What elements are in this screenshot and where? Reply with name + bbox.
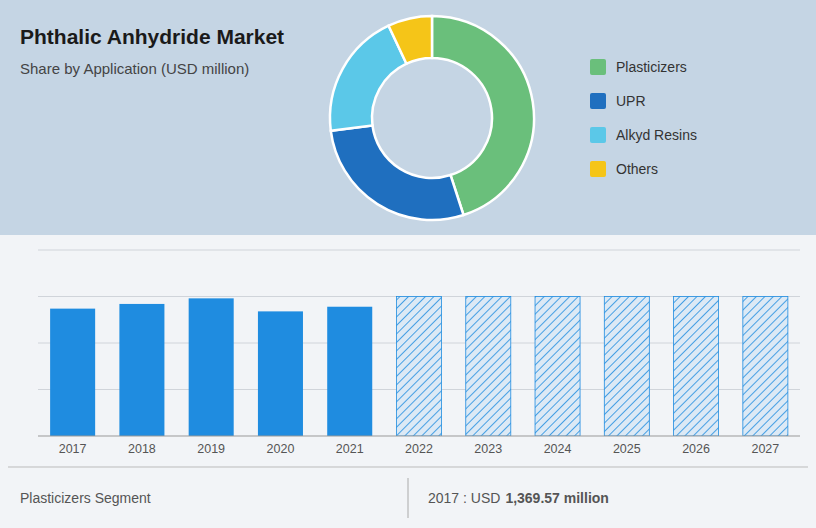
chart-title: Phthalic Anhydride Market <box>20 25 284 48</box>
x-tick-label: 2026 <box>682 442 710 456</box>
footer-value: 1,369.57 million <box>505 490 609 506</box>
x-tick-label: 2018 <box>128 442 156 456</box>
legend-swatch <box>590 161 606 177</box>
x-tick-label: 2022 <box>405 442 433 456</box>
bar <box>604 297 649 437</box>
x-tick-label: 2017 <box>59 442 87 456</box>
donut <box>330 16 534 220</box>
grid-line <box>38 250 800 251</box>
legend-label: Plasticizers <box>616 59 687 75</box>
bar <box>189 298 234 436</box>
bar <box>674 297 719 437</box>
legend-swatch <box>590 59 606 75</box>
legend: Plasticizers UPR Alkyd Resins Others <box>590 59 697 177</box>
x-tick-label: 2027 <box>751 442 779 456</box>
chart-subtitle: Share by Application (USD million) <box>20 60 249 77</box>
legend-label: UPR <box>616 93 646 109</box>
header-background <box>0 0 816 235</box>
footer-year-label: 2017 : USD <box>428 490 500 506</box>
footer-rule <box>8 467 808 468</box>
bar-hatch <box>674 297 719 437</box>
footer-segment: Plasticizers Segment <box>20 490 151 506</box>
bar <box>327 307 372 436</box>
donut-slice <box>331 126 464 220</box>
bar <box>119 304 164 436</box>
bar <box>743 297 788 437</box>
bar <box>535 297 580 437</box>
donut-slice <box>389 16 432 64</box>
chart-canvas: Phthalic Anhydride Market Share by Applic… <box>0 0 816 528</box>
bar <box>50 309 95 436</box>
x-axis-line <box>38 436 800 437</box>
bar-hatch <box>535 297 580 437</box>
x-tick-label: 2020 <box>267 442 295 456</box>
x-tick-label: 2021 <box>336 442 364 456</box>
page-background <box>0 0 816 528</box>
legend-label: Alkyd Resins <box>616 127 697 143</box>
bars <box>50 297 788 437</box>
x-tick-label: 2023 <box>474 442 502 456</box>
bar-hatch <box>466 297 511 437</box>
x-tick-label: 2024 <box>544 442 572 456</box>
legend-swatch <box>590 127 606 143</box>
legend-label: Others <box>616 161 658 177</box>
bar <box>258 311 303 436</box>
legend-swatch <box>590 93 606 109</box>
bar-hatch <box>743 297 788 437</box>
footer-separator <box>408 478 409 518</box>
x-tick-label: 2025 <box>613 442 641 456</box>
bar-hatch <box>604 297 649 437</box>
bar <box>466 297 511 437</box>
x-tick-label: 2019 <box>197 442 225 456</box>
x-axis-labels: 2017 2018 2019 2020 2021 2022 2023 2024 2025 2026… <box>59 442 780 456</box>
bar-hatch <box>396 297 441 437</box>
bar <box>396 297 441 437</box>
